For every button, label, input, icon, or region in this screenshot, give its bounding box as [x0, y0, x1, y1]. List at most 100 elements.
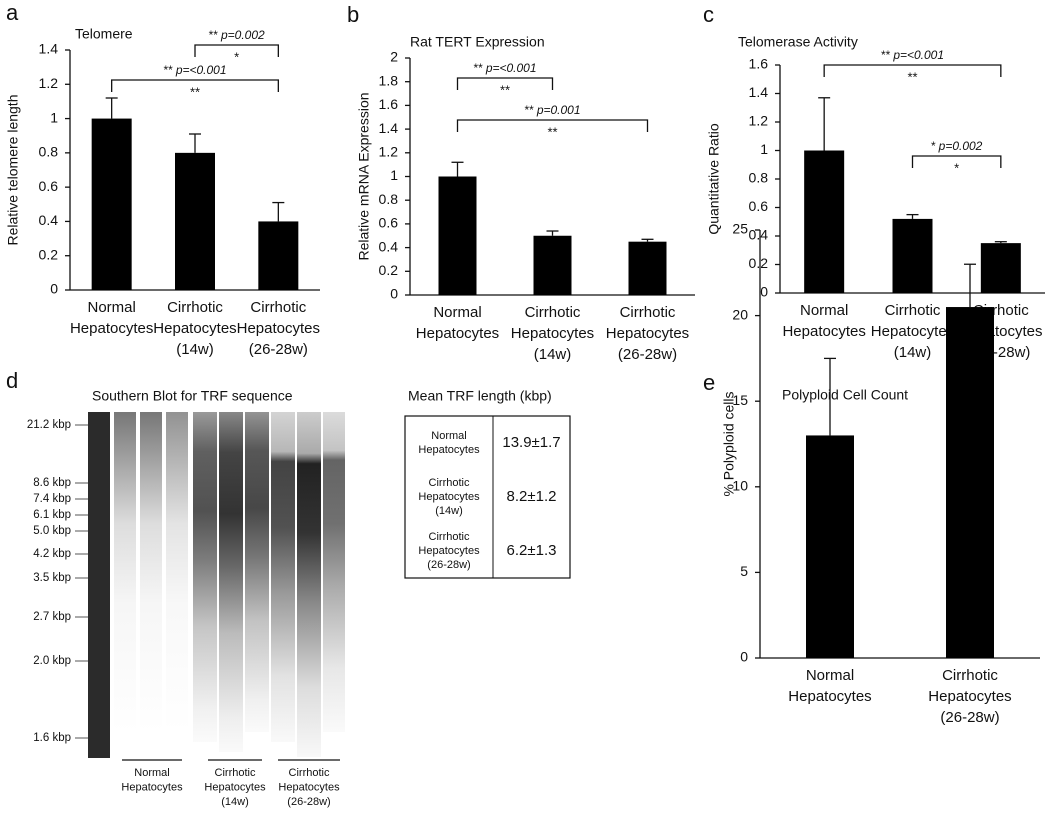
bar — [946, 307, 994, 658]
p-value: p=0.002 — [938, 139, 983, 153]
y-tick-label: 0 — [760, 284, 768, 300]
y-tick-label: 0.8 — [379, 191, 399, 207]
group-label: Hepatocytes — [121, 781, 183, 793]
chart-title: Telomerase Activity — [738, 34, 858, 50]
x-tick-label: Hepatocytes — [237, 320, 320, 337]
lane — [297, 412, 321, 757]
significance-bracket — [456, 77, 554, 90]
y-tick-label: 1 — [50, 109, 58, 125]
x-tick-label: Normal — [87, 299, 135, 316]
row-label: Hepatocytes — [418, 444, 480, 456]
error-bar — [105, 97, 118, 119]
x-tick-label: Hepatocytes — [928, 688, 1011, 705]
lane — [271, 412, 295, 742]
group-label: (26-28w) — [287, 796, 330, 808]
p-value: p=<0.001 — [485, 61, 537, 75]
bar — [892, 218, 933, 293]
error-bar — [641, 238, 654, 242]
y-tick-label: 0.8 — [39, 144, 59, 160]
x-tick-label: Hepatocytes — [511, 325, 594, 342]
y-tick-label: 1.8 — [379, 72, 399, 88]
y-tick-label: 0.6 — [749, 198, 769, 214]
y-tick-label: 0.8 — [749, 170, 769, 186]
error-bar — [189, 133, 201, 153]
y-tick-label: 1.4 — [749, 84, 769, 100]
y-tick-label: 1.6 — [749, 56, 769, 72]
panel-letter: b — [347, 2, 359, 27]
row-value: 13.9±1.7 — [502, 434, 560, 451]
x-tick-label: (14w) — [176, 341, 214, 358]
y-tick-label: 0.4 — [39, 212, 59, 228]
y-tick-label: 0 — [50, 281, 58, 297]
blot-image — [88, 412, 345, 758]
significance-label: ** p=0.001 — [524, 103, 580, 117]
row-label: Cirrhotic — [429, 531, 470, 543]
significance-label: ** p=<0.001 — [473, 61, 536, 75]
x-tick-label: Hepatocytes — [782, 323, 865, 340]
y-axis-label: Relative mRNA Expression — [356, 92, 372, 260]
y-tick-label: 0.6 — [39, 178, 59, 194]
bar — [533, 235, 572, 295]
group-label: Cirrhotic — [289, 767, 330, 779]
table-title: Mean TRF length (kbp) — [408, 388, 552, 404]
stars: ** — [881, 48, 891, 62]
error-bar — [824, 357, 836, 436]
x-tick-label: Cirrhotic — [250, 299, 306, 316]
bar — [806, 435, 854, 658]
bar — [91, 118, 132, 290]
bar — [258, 221, 299, 290]
significance-label: ** p=<0.001 — [163, 63, 226, 77]
y-tick-label: 1.6 — [379, 96, 399, 112]
ladder-label: 2.7 kbp — [33, 611, 71, 623]
y-tick-label: 2 — [390, 49, 398, 65]
chart-title: Telomere — [75, 26, 133, 42]
y-tick-label: 0.2 — [39, 246, 59, 262]
x-tick-label: Cirrhotic — [942, 667, 998, 684]
row-label: (26-28w) — [427, 559, 470, 571]
y-tick-label: 25 — [732, 221, 748, 237]
bar — [804, 150, 845, 293]
stars: * — [931, 139, 936, 153]
y-axis-label: Quantitative Ratio — [706, 123, 722, 234]
error-bar — [906, 213, 919, 219]
significance-mark: ** — [190, 84, 200, 99]
ladder-label: 7.4 kbp — [33, 493, 71, 505]
group-label: Hepatocytes — [278, 781, 340, 793]
row-label: (14w) — [435, 505, 463, 517]
p-value: p=<0.001 — [892, 48, 944, 62]
y-tick-label: 0.4 — [749, 227, 769, 243]
x-tick-label: (26-28w) — [618, 346, 677, 363]
y-tick-label: 15 — [732, 392, 748, 408]
significance-bracket — [823, 64, 1002, 77]
y-tick-label: 1.4 — [379, 120, 399, 136]
y-axis-label: Relative telomere length — [5, 95, 21, 246]
chart-title: Rat TERT Expression — [410, 34, 545, 50]
significance-bracket — [911, 155, 1002, 168]
bar — [175, 152, 215, 290]
y-tick-label: 0.6 — [379, 215, 399, 231]
error-bar — [994, 241, 1007, 244]
significance-bracket — [111, 79, 279, 92]
significance-label: ** p=0.002 — [209, 28, 265, 42]
table-border — [404, 415, 571, 579]
y-tick-label: 20 — [732, 306, 748, 322]
y-tick-label: 1.2 — [749, 113, 769, 129]
y-tick-label: 1 — [760, 141, 768, 157]
stars: ** — [473, 61, 483, 75]
x-tick-label: Cirrhotic — [525, 304, 581, 321]
error-bar — [451, 161, 464, 177]
lane — [166, 412, 188, 732]
ladder-lane — [88, 412, 110, 758]
significance-mark: * — [234, 49, 239, 64]
error-bar — [818, 97, 831, 151]
x-tick-label: (14w) — [894, 344, 932, 361]
blot-title: Southern Blot for TRF sequence — [92, 388, 293, 404]
stars: ** — [163, 63, 173, 77]
panel-letter: e — [703, 370, 715, 395]
y-tick-label: 1.2 — [379, 144, 399, 160]
significance-label: ** p=<0.001 — [881, 48, 944, 62]
y-tick-label: 10 — [732, 478, 748, 494]
panel-letter: c — [703, 2, 714, 27]
significance-mark: ** — [907, 69, 917, 84]
